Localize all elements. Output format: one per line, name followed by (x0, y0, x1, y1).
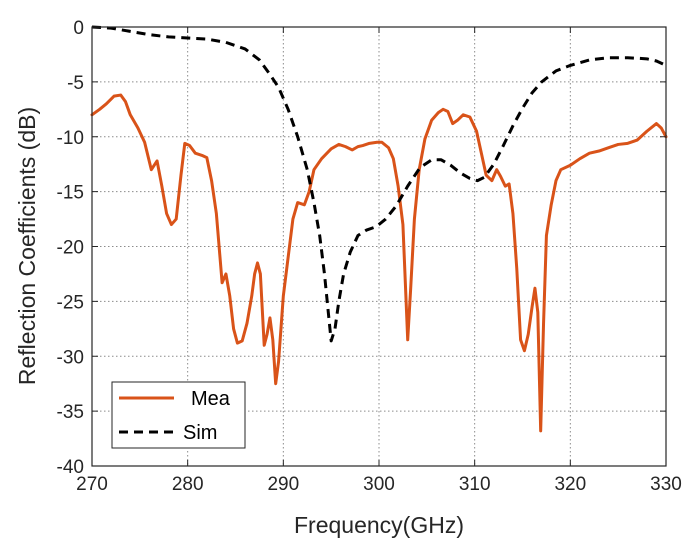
legend-label-mea: Mea (191, 388, 231, 410)
y-tick-label: -20 (57, 238, 84, 259)
y-tick-label: 0 (73, 18, 84, 39)
y-tick-label: -15 (57, 183, 84, 204)
x-tick-label: 310 (459, 474, 491, 495)
y-tick-label: -5 (67, 73, 84, 94)
x-axis-title: Frequency(GHz) (294, 512, 464, 538)
x-tick-label: 330 (650, 474, 682, 495)
y-tick-label: -35 (57, 402, 84, 423)
y-tick-label: -30 (57, 347, 84, 368)
grid-lines (92, 27, 666, 466)
x-tick-label: 280 (172, 474, 204, 495)
y-tick-label: -10 (57, 128, 84, 149)
axis-ticks: 270 280 290 300 310 320 330 0 -5 -10 -15 -20 -25 -30 -… (57, 18, 682, 495)
y-tick-label: -40 (57, 457, 84, 478)
legend-label-sim: Sim (183, 422, 217, 444)
legend-box (111, 381, 246, 449)
x-tick-label: 320 (554, 474, 586, 495)
y-tick-label: -25 (57, 292, 84, 313)
plot-series (90, 25, 668, 433)
x-tick-label: 290 (267, 474, 299, 495)
y-axis-title: Reflection Coefficients (dB) (14, 107, 40, 385)
x-tick-label: 300 (363, 474, 395, 495)
x-tick-label: 270 (76, 474, 108, 495)
series-line-sim (91, 25, 667, 343)
legend: Mea Sim (111, 381, 246, 449)
series-line-mea (90, 93, 668, 433)
